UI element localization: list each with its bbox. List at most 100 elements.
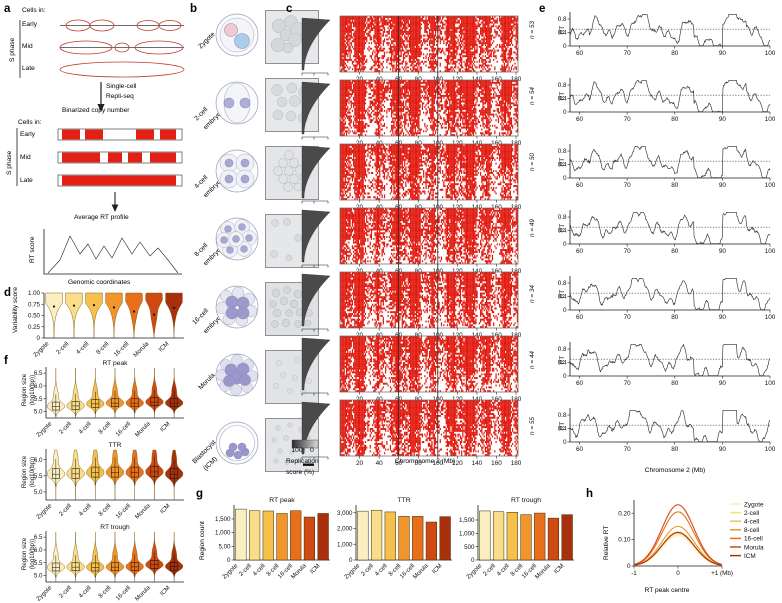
panel-c-heatmap xyxy=(340,272,518,328)
panel-g-xtick-1-4-cell: 4-cell xyxy=(373,562,388,577)
panel-f-violin xyxy=(125,367,144,419)
panel-a-arrow-label-line2: Repli-seq xyxy=(106,93,134,101)
panel-c-heatmap xyxy=(340,400,518,456)
panel-g-xtick-2-2-cell: 2-cell xyxy=(482,562,497,577)
panel-e-ylabel: RT xyxy=(559,26,566,35)
panel-g-xtick-0-4-cell: 4-cell xyxy=(251,562,266,577)
panel-f-ylabel2-0: (log10(bp)) xyxy=(29,375,36,405)
panel-d-xtick-ICM: ICM xyxy=(157,340,170,353)
panel-h-legend-8-cell: 8-cell xyxy=(744,527,759,534)
panel-d-xtick-8-cell: 8-cell xyxy=(95,340,110,355)
panel-h-curve-Morula xyxy=(633,504,723,566)
panel-d-xtick-4-cell: 4-cell xyxy=(75,340,90,355)
panel-c-label: c xyxy=(286,3,292,16)
panel-h-legend-ICM: ICM xyxy=(744,553,756,560)
panel-g-bar-0-8-cell xyxy=(276,513,288,561)
panel-f-ylabel2-1: (log10(bp)) xyxy=(29,457,36,487)
panel-g-bar-1-ICM xyxy=(439,516,451,561)
panel-f-xtick-2-4-cell: 4-cell xyxy=(77,584,92,599)
panel-a-row-early: Early xyxy=(22,21,37,29)
panel-g-bar-1-Zygote xyxy=(357,510,369,561)
panel-f-ylabel-1: Region size xyxy=(21,455,28,488)
panel-f-violin xyxy=(106,531,124,583)
panel-e-ylabel: RT xyxy=(559,92,566,101)
svg-text:20: 20 xyxy=(356,76,364,83)
panel-f-subtitle-1: TTR xyxy=(109,442,122,449)
svg-text:160: 160 xyxy=(491,76,502,83)
panel-g-bar-1-Morula xyxy=(425,521,438,561)
panel-e-n-label-2-cell: n = 54 xyxy=(529,87,536,105)
panel-c-colorbar-tick-100: 100 xyxy=(290,447,304,455)
panel-a-process-arrow-2 xyxy=(111,192,119,212)
panel-b-embryo-diagram-morula xyxy=(215,353,259,397)
panel-g-xtick-2-Zygote: Zygote xyxy=(465,562,484,581)
panel-c-xlabel: Chromosome 2 (Mb) xyxy=(330,458,520,466)
panel-g-bar-1-16-cell xyxy=(412,516,424,561)
svg-text:120: 120 xyxy=(452,76,463,83)
panel-g-xtick-1-ICM: ICM xyxy=(431,562,444,575)
panel-f-violin xyxy=(165,449,184,500)
panel-f-violin xyxy=(145,531,164,583)
panel-f-xtick-2-2-cell: 2-cell xyxy=(58,584,73,599)
panel-g-bar-0-Morula xyxy=(303,516,316,561)
panel-f-xtick-1-4-cell: 4-cell xyxy=(77,502,92,517)
panel-f-violin xyxy=(66,449,85,500)
panel-b-label: b xyxy=(190,3,197,16)
panel-b-embryo-diagram-8cell xyxy=(215,217,259,261)
panel-e-label: e xyxy=(539,3,545,16)
panel-d-violin xyxy=(165,292,183,339)
panel-c-score-distribution xyxy=(301,273,331,327)
panel-g-xtick-0-ICM: ICM xyxy=(309,562,322,575)
panel-f-violin xyxy=(106,367,124,419)
panel-g-bar-0-4-cell xyxy=(262,510,274,561)
panel-f-xtick-2-Morula: Morula xyxy=(134,584,153,603)
panel-e-track-Morula xyxy=(569,344,771,376)
panel-f-violin xyxy=(46,531,65,583)
panel-b-embryo-diagram-16cell xyxy=(215,285,259,329)
panel-g-bar-charts: RT peak05,001,0001,500Zygote2-cell4-cell… xyxy=(215,497,574,581)
panel-f-violin xyxy=(145,449,164,500)
svg-text:80: 80 xyxy=(415,76,423,83)
panel-f-violin xyxy=(165,367,184,419)
panel-f-subtitle-0: RT peak xyxy=(102,360,128,367)
panel-a-replication-bubbles xyxy=(19,19,185,78)
panel-g-xtick-0-Zygote: Zygote xyxy=(221,562,240,581)
panel-d-violin xyxy=(65,292,83,339)
panel-h-xlabel: RT peak centre xyxy=(612,587,722,595)
panel-c-colorbar-tick-0: 0 xyxy=(307,447,317,455)
panel-b-micrograph-morula xyxy=(265,350,319,404)
panel-d-violin xyxy=(125,292,143,339)
panel-b-embryo-diagram-zygote xyxy=(215,13,259,57)
panel-c-heatmap xyxy=(340,16,518,72)
panel-h-legend-16-cell: 16-cell xyxy=(744,536,763,543)
panel-f-violin xyxy=(86,449,105,500)
panel-e-n-label-ICM: n = 55 xyxy=(529,417,536,435)
panel-f-ylabel2-2: (log10(bp)) xyxy=(29,539,36,569)
panel-g-xtick-1-Zygote: Zygote xyxy=(343,562,362,581)
panel-f-xtick-1-Zygote: Zygote xyxy=(35,502,54,521)
svg-text:140: 140 xyxy=(472,76,483,83)
panel-a-mid-row-early: Early xyxy=(20,131,35,139)
panel-e-track-Zygote xyxy=(569,14,771,46)
panel-a-label: a xyxy=(4,3,10,16)
panel-a-row-late: Late xyxy=(22,65,35,73)
panel-f-xtick-0-8-cell: 8-cell xyxy=(97,420,112,435)
panel-f-violin xyxy=(125,449,144,500)
panel-c-score-distribution xyxy=(301,209,331,263)
panel-a-mid-row-mid: Mid xyxy=(20,154,31,162)
panel-f-violin xyxy=(46,367,65,419)
panel-a-row-mid: Mid xyxy=(22,43,33,51)
panel-f-xtick-2-8-cell: 8-cell xyxy=(97,584,112,599)
panel-e-track-ICM xyxy=(569,410,771,442)
panel-b-embryo-diagram-blastocyst xyxy=(215,421,259,465)
panel-h-legend-Morula: Morula xyxy=(744,544,764,551)
panel-h-legend-4-cell: 4-cell xyxy=(744,519,759,526)
panel-f-ylabel-2: Region size xyxy=(21,537,28,570)
panel-d-label: d xyxy=(4,287,11,300)
panel-f-xtick-2-ICM: ICM xyxy=(159,584,172,597)
panel-g-label: g xyxy=(196,488,203,501)
panel-c-colorbar-label-line1: Replication xyxy=(286,458,319,466)
